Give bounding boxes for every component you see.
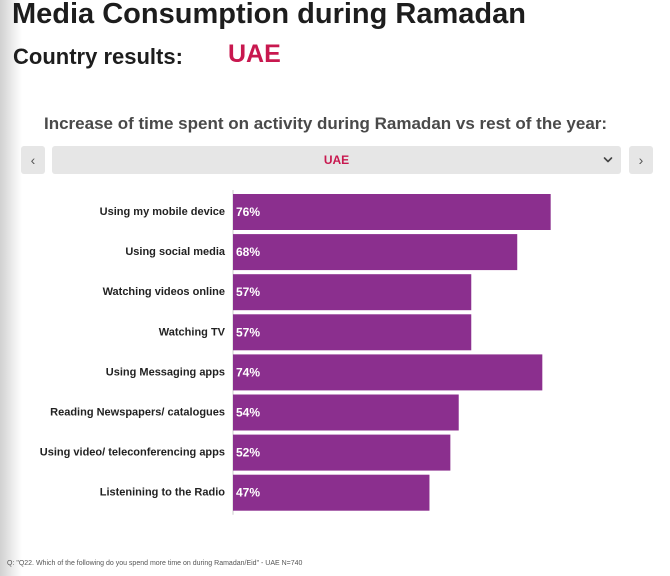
bar[interactable] — [233, 314, 472, 351]
bar[interactable] — [233, 194, 551, 230]
bar[interactable] — [233, 434, 451, 471]
bar[interactable] — [233, 274, 472, 311]
category-label: Using social media — [125, 246, 226, 258]
bar[interactable] — [233, 394, 459, 431]
category-label: Listenining to the Radio — [100, 487, 226, 499]
country-select[interactable]: UAE — [52, 146, 621, 174]
category-label: Watching videos online — [103, 286, 225, 298]
next-country-button[interactable]: › — [629, 146, 653, 174]
bar[interactable] — [233, 354, 543, 391]
footnote: Q: "Q22. Which of the following do you s… — [7, 560, 303, 567]
value-label: 76% — [236, 205, 260, 219]
category-label: Using my mobile device — [100, 206, 225, 218]
country-results-label: Country results: — [13, 44, 183, 69]
value-label: 52% — [236, 446, 260, 460]
bar[interactable] — [233, 234, 518, 271]
left-edge-shadow — [0, 0, 22, 576]
country-results-value: UAE — [228, 40, 281, 68]
category-label: Using Messaging apps — [106, 366, 225, 378]
country-select-value: UAE — [323, 153, 350, 167]
chevron-down-icon — [603, 157, 613, 163]
category-label: Watching TV — [159, 326, 226, 338]
value-label: 74% — [236, 365, 260, 379]
category-label: Reading Newspapers/ catalogues — [50, 407, 225, 419]
previous-country-button[interactable]: ‹ — [21, 146, 45, 174]
bar[interactable] — [233, 474, 430, 511]
value-label: 68% — [236, 245, 260, 259]
value-label: 57% — [236, 285, 260, 299]
chevron-left-icon: ‹ — [30, 152, 36, 168]
value-label: 47% — [236, 486, 260, 500]
category-label: Using video/ teleconferencing apps — [40, 447, 225, 459]
chevron-right-icon: › — [638, 152, 644, 168]
page-title: Media Consumption during Ramadan — [12, 0, 526, 30]
chart-title: Increase of time spent on activity durin… — [44, 114, 608, 133]
value-label: 57% — [236, 325, 260, 339]
value-label: 54% — [236, 406, 260, 420]
